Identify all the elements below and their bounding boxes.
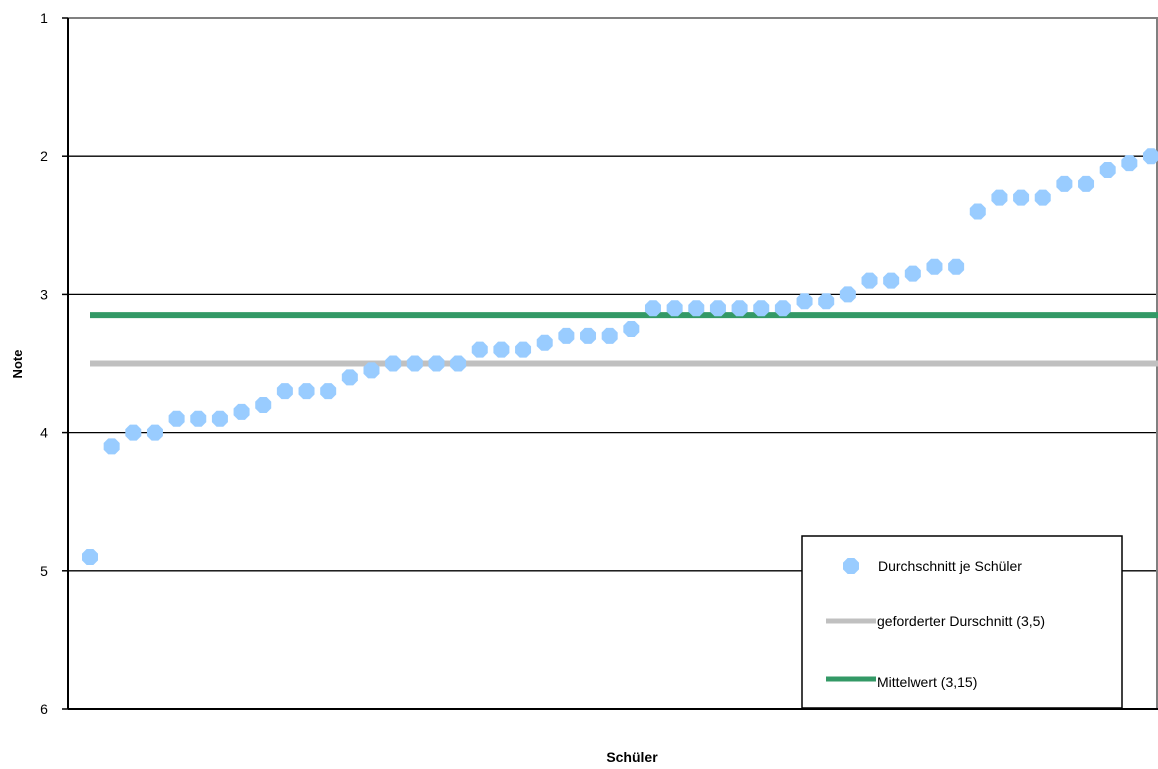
data-point — [558, 327, 575, 344]
data-point — [688, 300, 705, 317]
legend-marker-dot — [843, 558, 859, 574]
data-point — [1143, 148, 1158, 165]
data-point — [709, 300, 726, 317]
y-tick-label: 6 — [40, 701, 48, 717]
data-point — [731, 300, 748, 317]
data-point — [146, 424, 163, 441]
data-point — [644, 300, 661, 317]
legend-label-points: Durchschnitt je Schüler — [878, 558, 1022, 574]
data-point — [861, 272, 878, 289]
data-point — [255, 396, 272, 413]
data-point — [1099, 162, 1116, 179]
x-axis-title: Schüler — [606, 749, 658, 764]
y-tick-label: 5 — [40, 563, 48, 579]
data-point — [1078, 175, 1095, 192]
data-point — [818, 293, 835, 310]
data-point — [753, 300, 770, 317]
data-point — [450, 355, 467, 372]
data-point — [168, 410, 185, 427]
data-point — [1121, 155, 1138, 172]
data-point — [623, 320, 640, 337]
data-point — [341, 369, 358, 386]
data-point — [103, 438, 120, 455]
data-point — [883, 272, 900, 289]
y-tick-labels: 1 2 3 4 5 6 — [40, 10, 68, 717]
data-point — [969, 203, 986, 220]
legend-item-required-average: geforderter Durschnitt (3,5) — [826, 613, 1045, 629]
data-point — [580, 327, 597, 344]
data-point — [233, 403, 250, 420]
data-point — [125, 424, 142, 441]
data-point — [774, 300, 791, 317]
y-tick-label: 1 — [40, 10, 48, 26]
data-point — [190, 410, 207, 427]
legend: Durchschnitt je Schüler geforderter Durs… — [801, 535, 1123, 709]
data-point — [406, 355, 423, 372]
y-tick-label: 2 — [40, 148, 48, 164]
axes — [67, 18, 1158, 710]
data-point — [948, 258, 965, 275]
y-axis-title: Note — [10, 350, 25, 379]
y-tick-label: 3 — [40, 286, 48, 302]
data-point — [666, 300, 683, 317]
data-point — [536, 334, 553, 351]
data-point — [839, 286, 856, 303]
data-point — [796, 293, 813, 310]
data-point — [428, 355, 445, 372]
data-point — [82, 548, 98, 565]
data-point — [1034, 189, 1051, 206]
data-point — [1056, 175, 1073, 192]
data-point — [363, 362, 380, 379]
data-point — [211, 410, 228, 427]
legend-item-points: Durchschnitt je Schüler — [843, 558, 1022, 574]
legend-item-mean: Mittelwert (3,15) — [826, 674, 977, 690]
data-point — [926, 258, 943, 275]
reference-lines — [90, 312, 1158, 367]
data-point — [601, 327, 618, 344]
data-point — [276, 383, 293, 400]
legend-label-required-average: geforderter Durschnitt (3,5) — [877, 613, 1045, 629]
data-point — [385, 355, 402, 372]
data-point — [904, 265, 921, 282]
legend-marker-points — [843, 558, 859, 574]
legend-label-mean: Mittelwert (3,15) — [877, 674, 977, 690]
data-point — [298, 383, 315, 400]
data-point — [493, 341, 510, 358]
data-point — [471, 341, 488, 358]
y-tick-label: 4 — [40, 425, 48, 441]
data-point — [320, 383, 337, 400]
data-point — [991, 189, 1008, 206]
data-point — [515, 341, 532, 358]
data-points — [82, 148, 1158, 565]
data-point — [1013, 189, 1030, 206]
